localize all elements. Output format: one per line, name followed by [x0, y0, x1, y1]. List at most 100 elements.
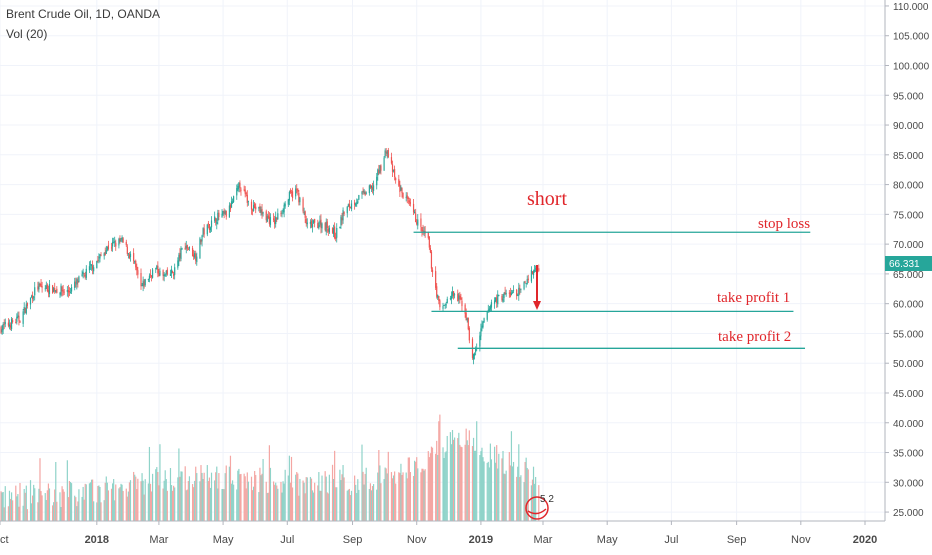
- candle-body: [458, 295, 460, 300]
- candle-body: [526, 279, 528, 284]
- volume-bar: [201, 472, 203, 521]
- volume-bar: [22, 505, 24, 521]
- volume-bar: [385, 468, 387, 521]
- candle-body: [493, 300, 496, 304]
- volume-bar: [415, 461, 417, 521]
- volume-bar: [350, 490, 353, 521]
- volume-bar: [509, 465, 511, 521]
- volume-bar: [128, 482, 131, 521]
- volume-bar: [96, 502, 98, 521]
- candle-body: [331, 228, 334, 233]
- short-arrow: [533, 265, 541, 310]
- volume-bar: [487, 461, 489, 521]
- volume-bar: [186, 489, 188, 521]
- volume-bar: [159, 444, 161, 521]
- candle-body: [325, 222, 327, 232]
- candle-body: [435, 271, 437, 288]
- x-tick-label: 2019: [469, 534, 493, 546]
- volume-bar: [289, 482, 292, 521]
- volume-bar: [324, 471, 326, 521]
- volume-bar: [347, 489, 349, 521]
- volume-bar: [334, 450, 336, 521]
- candle-body: [275, 216, 277, 225]
- volume-bar: [99, 486, 101, 521]
- volume-bar: [255, 475, 257, 521]
- candle-body: [75, 282, 77, 284]
- volume-bar: [524, 461, 526, 521]
- candle-body: [533, 269, 536, 272]
- volume-bar: [221, 488, 223, 521]
- candle-body: [199, 238, 201, 259]
- candle-body: [303, 212, 305, 214]
- candle-body: [83, 273, 85, 275]
- volume-bar: [475, 450, 477, 521]
- candle-body: [30, 296, 33, 298]
- volume-bar: [199, 481, 201, 521]
- candle-body: [482, 322, 484, 328]
- volume-bar: [471, 446, 474, 521]
- volume-bar: [129, 480, 132, 521]
- candle-body: [385, 151, 387, 153]
- volume-bar: [520, 475, 522, 521]
- widget-circle: [525, 496, 549, 520]
- volume-bar: [466, 440, 468, 521]
- candle-body: [357, 200, 359, 204]
- volume-bar: [98, 485, 100, 521]
- volume-bar: [60, 507, 62, 521]
- volume-bar: [133, 471, 135, 521]
- candle-body: [90, 264, 93, 266]
- candle-body: [254, 203, 256, 209]
- volume-bar: [202, 479, 204, 521]
- candle-body: [472, 354, 475, 360]
- volume-bar: [442, 447, 444, 521]
- volume-bar: [247, 481, 249, 521]
- volume-bar: [33, 484, 35, 521]
- candle-body: [186, 245, 188, 249]
- volume-bar: [48, 488, 51, 521]
- volume-bar: [429, 453, 431, 521]
- candle-body: [262, 212, 264, 214]
- volume-bar: [165, 479, 167, 521]
- volume-bar: [209, 487, 212, 521]
- candle-body: [10, 318, 13, 330]
- candle-body: [339, 226, 341, 229]
- volume-bar: [511, 466, 514, 521]
- volume-bar: [428, 457, 430, 521]
- volume-bar: [203, 472, 205, 521]
- volume-bar: [311, 490, 314, 521]
- volume-bar: [181, 471, 183, 521]
- volume-bar: [125, 488, 127, 521]
- volume-bar: [10, 492, 13, 521]
- volume-bar: [482, 457, 484, 521]
- candle-body: [273, 218, 275, 220]
- candle-body: [517, 295, 519, 296]
- volume-bar: [75, 497, 77, 521]
- volume-bar: [457, 438, 459, 521]
- volume-bar: [394, 471, 396, 521]
- volume-bar: [82, 486, 84, 521]
- volume-bar: [29, 480, 32, 521]
- volume-bar: [185, 490, 187, 521]
- candle-body: [97, 259, 99, 261]
- volume-bar: [517, 466, 519, 521]
- candle-body: [427, 232, 429, 238]
- volume-bar: [291, 487, 294, 521]
- candle-body: [230, 201, 233, 208]
- candle-body: [280, 213, 282, 214]
- y-tick-label: 40.000: [893, 419, 924, 430]
- volume-bar: [416, 457, 418, 521]
- candle-body: [368, 185, 370, 194]
- chart-widget-icon[interactable]: 5 2: [525, 494, 554, 520]
- candle-body: [156, 265, 158, 270]
- candle-body: [283, 204, 285, 213]
- y-tick-label: 100.000: [893, 61, 930, 72]
- candle-body: [218, 212, 220, 217]
- candle-body: [76, 279, 78, 285]
- volume-bar: [121, 484, 123, 521]
- volume-bar: [45, 500, 47, 521]
- candle-body: [62, 290, 64, 292]
- candle-body: [429, 248, 431, 253]
- y-tick-label: 35.000: [893, 449, 924, 460]
- candle-body: [143, 281, 145, 287]
